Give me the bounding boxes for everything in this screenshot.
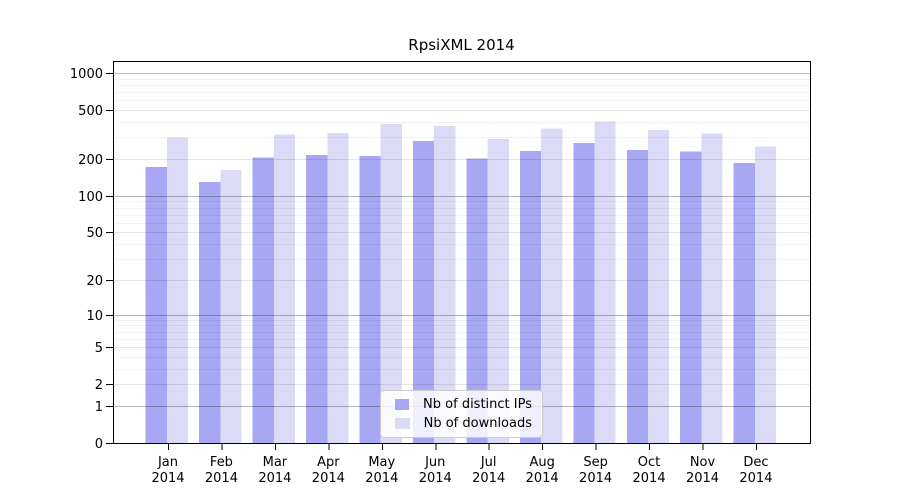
- bar-downloads-dec: [754, 146, 777, 443]
- ytick-label-50: 50: [86, 226, 103, 241]
- xtick-label-year-jun: 2014: [419, 471, 452, 486]
- xtick-label-month-jan: Jan: [157, 455, 178, 470]
- bar-downloads-apr: [327, 133, 349, 443]
- legend: Nb of distinct IPs Nb of downloads: [380, 390, 543, 438]
- bar-downloads-feb: [220, 169, 242, 444]
- legend-item-distinct-ips: Nb of distinct IPs: [391, 397, 532, 412]
- bar-ips-apr: [306, 155, 328, 443]
- xtick-label-month-feb: Feb: [210, 455, 233, 470]
- xtick-label-year-sep: 2014: [579, 471, 612, 486]
- bar-ips-nov: [680, 151, 702, 443]
- xtick-label-year-mar: 2014: [258, 471, 291, 486]
- bar-ips-jul: [466, 158, 488, 443]
- xtick-label-year-may: 2014: [365, 471, 398, 486]
- ytick-label-20: 20: [86, 274, 103, 289]
- ytick-label-2: 2: [95, 378, 103, 393]
- ytick-label-200: 200: [78, 153, 103, 168]
- bar-ips-jun: [412, 141, 435, 443]
- legend-label-distinct-ips: Nb of distinct IPs: [423, 397, 532, 412]
- xtick-label-month-mar: Mar: [263, 455, 288, 470]
- bar-ips-oct: [626, 150, 648, 443]
- xtick-label-month-may: May: [368, 455, 395, 470]
- xtick-label-year-jul: 2014: [472, 471, 505, 486]
- bar-ips-sep: [573, 142, 595, 443]
- xtick-label-year-apr: 2014: [312, 471, 345, 486]
- xtick-label-month-sep: Sep: [583, 455, 608, 470]
- bar-downloads-sep: [594, 121, 616, 444]
- xtick-label-month-jun: Jun: [424, 455, 445, 470]
- bar-ips-dec: [733, 162, 755, 444]
- legend-label-downloads: Nb of downloads: [423, 416, 532, 431]
- ytick-label-1000: 1000: [70, 67, 103, 82]
- legend-item-downloads: Nb of downloads: [391, 416, 532, 431]
- bar-downloads-may: [380, 124, 402, 443]
- ytick-label-500: 500: [78, 104, 103, 119]
- xtick-label-month-aug: Aug: [529, 455, 554, 470]
- ytick-label-0: 0: [95, 437, 103, 452]
- xtick-label-year-feb: 2014: [205, 471, 238, 486]
- ytick-label-5: 5: [95, 341, 103, 356]
- xtick-label-year-oct: 2014: [633, 471, 666, 486]
- chart-title: RpsiXML 2014: [408, 36, 515, 54]
- legend-swatch-downloads-icon: [395, 418, 410, 429]
- xtick-label-month-apr: Apr: [317, 455, 340, 470]
- xtick-label-month-nov: Nov: [690, 455, 716, 470]
- xtick-label-month-jul: Jul: [480, 455, 497, 470]
- bar-ips-may: [359, 156, 381, 443]
- bar-downloads-aug: [541, 128, 563, 444]
- ytick-label-100: 100: [78, 190, 103, 205]
- ytick-label-1: 1: [95, 400, 103, 415]
- xtick-label-month-dec: Dec: [743, 455, 768, 470]
- xtick-label-month-oct: Oct: [638, 455, 660, 470]
- bar-ips-aug: [519, 151, 542, 443]
- bar-downloads-jun: [434, 126, 456, 443]
- xtick-label-year-aug: 2014: [526, 471, 559, 486]
- bar-downloads-mar: [273, 134, 295, 443]
- bar-downloads-jan: [166, 137, 189, 444]
- xtick-label-year-nov: 2014: [686, 471, 719, 486]
- axes-frame: [113, 61, 811, 444]
- legend-swatch-ips-icon: [395, 399, 410, 410]
- bar-downloads-oct: [647, 129, 670, 444]
- bar-downloads-jul: [487, 139, 509, 443]
- xtick-label-year-dec: 2014: [739, 471, 772, 486]
- bar-ips-mar: [252, 157, 274, 443]
- xtick-label-year-jan: 2014: [151, 471, 184, 486]
- bar-downloads-nov: [701, 133, 723, 443]
- ytick-label-10: 10: [86, 309, 103, 324]
- bar-ips-jan: [145, 167, 167, 443]
- bar-ips-feb: [199, 181, 221, 443]
